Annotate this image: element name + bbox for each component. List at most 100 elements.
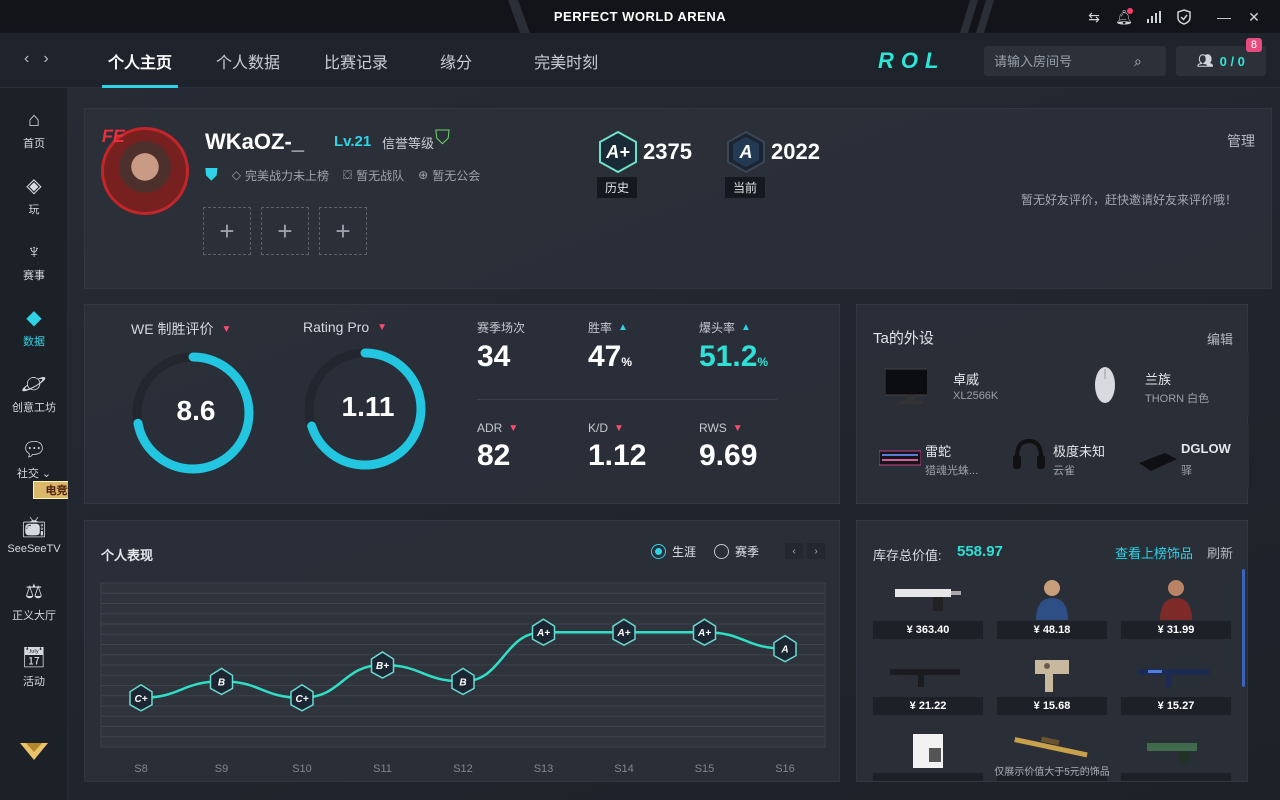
data-point-label: A+ — [536, 628, 550, 639]
titlebar-decoration-right — [960, 0, 994, 33]
play-icon: ◈ — [26, 175, 42, 197]
tab-home[interactable]: 个人主页 — [86, 33, 194, 88]
view-ranked-items-link[interactable]: 查看上榜饰品 — [1115, 546, 1194, 561]
inventory-item[interactable]: ¥ 21.22 — [873, 647, 983, 715]
credit-emblem-icon[interactable]: ⛉ — [435, 127, 450, 149]
history-rank[interactable]: A+ 2375 历史 — [597, 131, 692, 198]
radio-unselected-icon — [714, 544, 730, 559]
power-rank-status[interactable]: ◇ 完美战力未上榜 — [232, 167, 329, 184]
rating-pro-ring: 1.11 — [303, 347, 433, 477]
team-status[interactable]: ⛋ 暂无战队 — [343, 167, 404, 184]
item-price: ¥ 31.99 — [1121, 621, 1231, 639]
refresh-button[interactable]: 刷新 — [1206, 546, 1233, 561]
chevron-right-icon[interactable]: › — [807, 543, 825, 559]
rol-logo[interactable]: ROL — [878, 48, 946, 73]
friend-evaluation: 暂无好友评价，赶快邀请好友来评价哦！ — [1020, 193, 1237, 207]
sidebar-item-data[interactable]: ◆ 数据 — [0, 298, 68, 358]
gear-card-keyboard[interactable]: 雷蛇 猎魂光蛛... — [873, 425, 993, 489]
swap-icon[interactable]: ⇆ — [1088, 8, 1100, 25]
add-badge-slot[interactable]: + — [261, 207, 309, 255]
x-tick-label: S8 — [134, 763, 147, 775]
verified-shield-icon[interactable]: ⛊ — [205, 165, 218, 184]
signal-icon[interactable] — [1142, 6, 1166, 28]
forward-arrow-icon[interactable]: › — [43, 50, 49, 67]
search-icon[interactable]: ⌕ — [1134, 52, 1142, 69]
gear-model: THORN 白色 — [1145, 393, 1210, 405]
gear-name: 兰族 — [1145, 372, 1172, 387]
guild-status[interactable]: ⊕ 暂无公会 — [418, 167, 480, 184]
sidebar-item-seeseetv[interactable]: 📺︎ SeeSeeTV — [0, 506, 68, 566]
sidebar-item-events[interactable]: ♆ 赛事 — [0, 232, 68, 292]
app-title: PERFECT WORLD ARENA — [553, 9, 727, 24]
stat-label: RWS — [699, 421, 727, 435]
bell-icon[interactable]: 🔔︎ — [1115, 8, 1133, 25]
sidebar-item-home[interactable]: ⌂ 首页 — [0, 100, 68, 160]
gear-card-mousepad[interactable]: DGLOW 驿 — [1129, 425, 1249, 489]
we-rating-value: 8.6 — [176, 395, 216, 426]
rank-tag: 当前 — [725, 177, 766, 198]
sidebar-item-social[interactable]: 💬︎ 社交 ⌄ — [0, 430, 68, 490]
gear-name: DGLOW — [1181, 441, 1231, 456]
tab-match-history[interactable]: 比赛记录 — [324, 54, 389, 72]
gear-edit-button[interactable]: 编辑 — [1206, 332, 1233, 347]
sidebar-item-play[interactable]: ◈ 玩 — [0, 166, 68, 226]
room-search-input[interactable] — [984, 53, 1134, 69]
inventory-item[interactable] — [997, 723, 1107, 781]
chevron-left-icon[interactable]: ‹ — [785, 543, 803, 559]
friends-button[interactable]: 👥︎ 0 / 0 8 — [1176, 38, 1266, 76]
minimize-icon[interactable]: — — [1217, 9, 1231, 25]
data-point-badge — [129, 683, 153, 712]
rank-hex-badge: A+ — [599, 131, 637, 173]
item-price: ¥ 15.68 — [997, 697, 1107, 715]
sidebar-item-workshop[interactable]: 🪐︎ 创意工坊 — [0, 364, 68, 424]
inventory-item[interactable]: ¥ 15.68 — [997, 647, 1107, 715]
current-rank[interactable]: A 2022 当前 — [725, 131, 820, 198]
friends-badge: 8 — [1245, 38, 1262, 52]
user-level: Lv.21 — [334, 133, 372, 150]
career-radio[interactable]: 生涯 — [651, 543, 696, 560]
manage-button[interactable]: 管理 — [1227, 133, 1255, 149]
back-arrow-icon[interactable]: ‹ — [24, 50, 30, 67]
mousepad-image — [1139, 453, 1177, 471]
inventory-total: 558.97 — [957, 543, 1003, 560]
add-badge-slot[interactable]: + — [319, 207, 367, 255]
headshot-stat: 爆头率 ▲ 51.2% — [699, 319, 809, 374]
up-triangle-icon: ▲ — [618, 322, 628, 333]
tab-perfect-moments[interactable]: 完美时刻 — [534, 54, 599, 72]
adr-stat: ADR ▼ 82 — [477, 421, 587, 473]
inventory-item[interactable]: ¥ 31.99 — [1121, 571, 1231, 639]
item-price: ¥ 363.40 — [873, 621, 983, 639]
sidebar-item-activities[interactable]: 📅︎ 活动 — [0, 638, 68, 698]
vip-diamond-icon[interactable] — [18, 740, 50, 762]
inventory-item[interactable] — [1121, 723, 1231, 781]
gear-card-mouse[interactable]: 兰族 THORN 白色 — [1065, 353, 1249, 417]
down-triangle-icon: ▼ — [732, 422, 743, 434]
inventory-item[interactable]: ¥ 48.18 — [997, 571, 1107, 639]
diamond-icon: ◇ — [231, 168, 241, 182]
gear-card-headset[interactable]: 极度未知 云雀 — [1001, 425, 1121, 489]
inventory-scrollbar[interactable] — [1242, 569, 1245, 687]
rank-score: 2375 — [643, 139, 692, 164]
avatar[interactable]: FE — [100, 126, 189, 215]
username: WKaOZ-_ — [205, 129, 304, 154]
item-price — [873, 773, 983, 781]
tab-personal-data[interactable]: 个人数据 — [216, 54, 281, 72]
team-status-text: 暂无战队 — [356, 168, 405, 183]
inventory-item[interactable] — [873, 723, 983, 781]
add-badge-slot[interactable]: + — [203, 207, 251, 255]
trophy-icon: ♆ — [26, 241, 42, 263]
we-rating-arc — [132, 352, 254, 474]
sidebar-item-justice-hall[interactable]: ⚖ 正义大厅 — [0, 572, 68, 632]
shield-check-icon[interactable] — [1172, 6, 1196, 28]
inventory-item[interactable]: ¥ 15.27 — [1121, 647, 1231, 715]
stat-unit: % — [621, 355, 633, 369]
close-icon[interactable]: ✕ — [1248, 8, 1260, 25]
inventory-item[interactable]: ¥ 363.40 — [873, 571, 983, 639]
up-triangle-icon: ▲ — [741, 322, 751, 333]
gear-card-monitor[interactable]: 卓威 XL2566K — [873, 353, 1057, 417]
titlebar-decoration-left — [508, 0, 530, 33]
season-radio[interactable]: 赛季 — [714, 543, 759, 560]
tab-fate[interactable]: 缘分 — [440, 54, 473, 72]
x-tick-label: S15 — [695, 763, 715, 775]
gear-title: Ta的外设 — [873, 330, 934, 347]
